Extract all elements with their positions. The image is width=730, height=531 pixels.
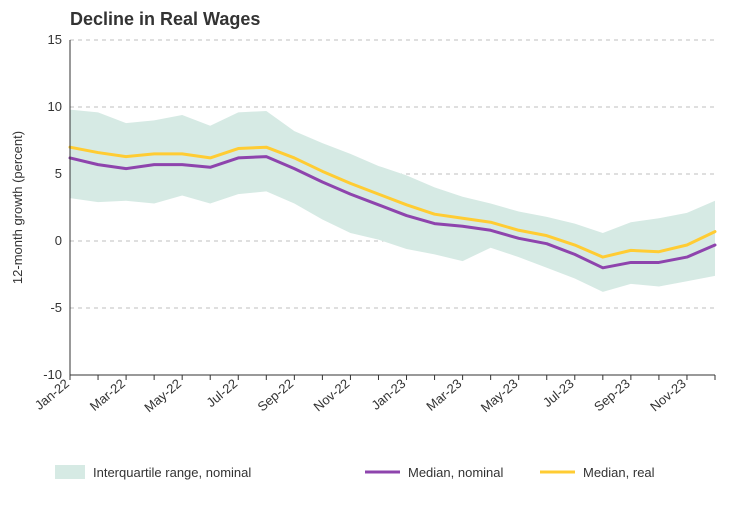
chart-title: Decline in Real Wages [70, 9, 260, 29]
y-tick-label: 15 [48, 32, 62, 47]
chart-svg: Decline in Real Wages-10-5051015Jan-22Ma… [0, 0, 730, 531]
y-tick-label: 5 [55, 166, 62, 181]
y-tick-label: -5 [50, 300, 62, 315]
y-tick-label: 10 [48, 99, 62, 114]
legend-label: Median, nominal [408, 465, 503, 480]
legend-label: Interquartile range, nominal [93, 465, 251, 480]
legend-swatch [55, 465, 85, 479]
y-axis-label: 12-month growth (percent) [10, 131, 25, 284]
legend-label: Median, real [583, 465, 655, 480]
y-tick-label: 0 [55, 233, 62, 248]
chart-container: Decline in Real Wages-10-5051015Jan-22Ma… [0, 0, 730, 531]
